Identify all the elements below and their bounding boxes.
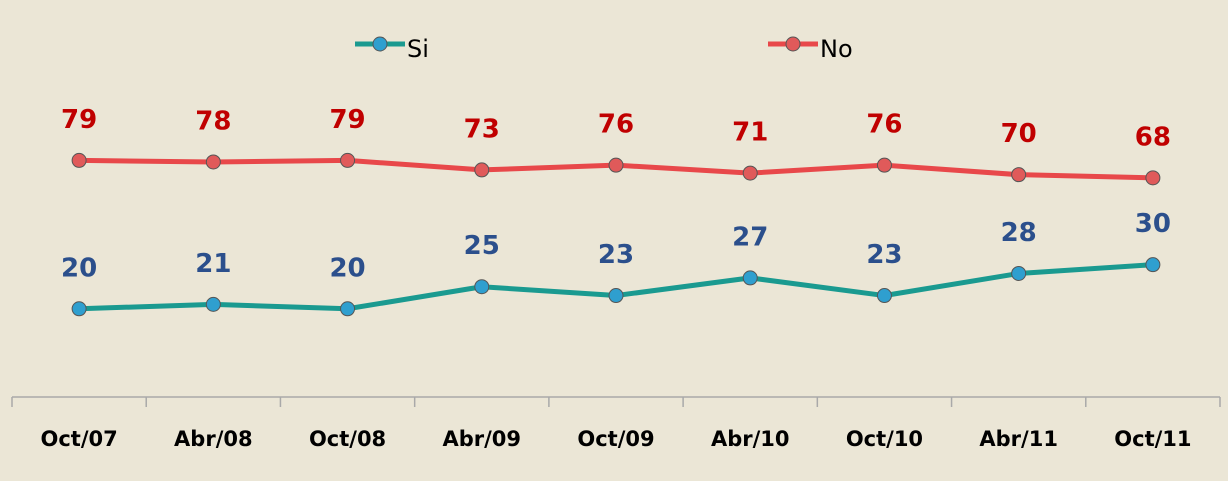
x-tick-label: Oct/08 — [309, 427, 386, 451]
x-tick-label: Abr/11 — [979, 427, 1058, 451]
x-tick-label: Abr/08 — [174, 427, 253, 451]
x-tick-label: Abr/09 — [443, 427, 522, 451]
x-tick-label: Abr/10 — [711, 427, 790, 451]
data-label: 76 — [866, 110, 902, 140]
point — [205, 154, 221, 170]
point — [474, 162, 490, 178]
data-label: 68 — [1135, 122, 1171, 152]
point — [71, 301, 87, 317]
data-label: 25 — [464, 231, 500, 261]
point — [1145, 257, 1161, 273]
data-label: 27 — [732, 222, 768, 252]
point — [1011, 167, 1027, 183]
point — [608, 288, 624, 304]
data-label: 76 — [598, 110, 634, 140]
data-label: 70 — [1001, 119, 1037, 149]
data-label: 71 — [732, 118, 768, 148]
point — [876, 157, 892, 173]
point — [876, 288, 892, 304]
x-tick-label: Oct/11 — [1114, 427, 1191, 451]
x-tick-label: Oct/09 — [577, 427, 654, 451]
point — [1011, 265, 1027, 281]
x-tick-label: Oct/07 — [40, 427, 117, 451]
point — [340, 152, 356, 168]
data-label: 28 — [1001, 218, 1037, 248]
data-label: 79 — [61, 105, 97, 135]
data-label: 20 — [329, 253, 365, 283]
point — [742, 270, 758, 286]
data-label: 21 — [195, 249, 231, 279]
point — [742, 165, 758, 181]
data-label: 73 — [464, 114, 500, 144]
legend-marker — [372, 36, 388, 52]
legend-marker — [785, 36, 801, 52]
data-label: 78 — [195, 106, 231, 136]
x-tick-label: Oct/10 — [846, 427, 923, 451]
data-label: 23 — [866, 240, 902, 270]
point — [340, 301, 356, 317]
legend-label: Si — [407, 35, 429, 63]
point — [474, 279, 490, 295]
legend-label: No — [820, 35, 853, 63]
point — [71, 152, 87, 168]
point — [1145, 170, 1161, 186]
point — [205, 296, 221, 312]
data-label: 23 — [598, 240, 634, 270]
data-label: 79 — [329, 105, 365, 135]
data-label: 30 — [1135, 209, 1171, 239]
data-label: 20 — [61, 253, 97, 283]
point — [608, 157, 624, 173]
